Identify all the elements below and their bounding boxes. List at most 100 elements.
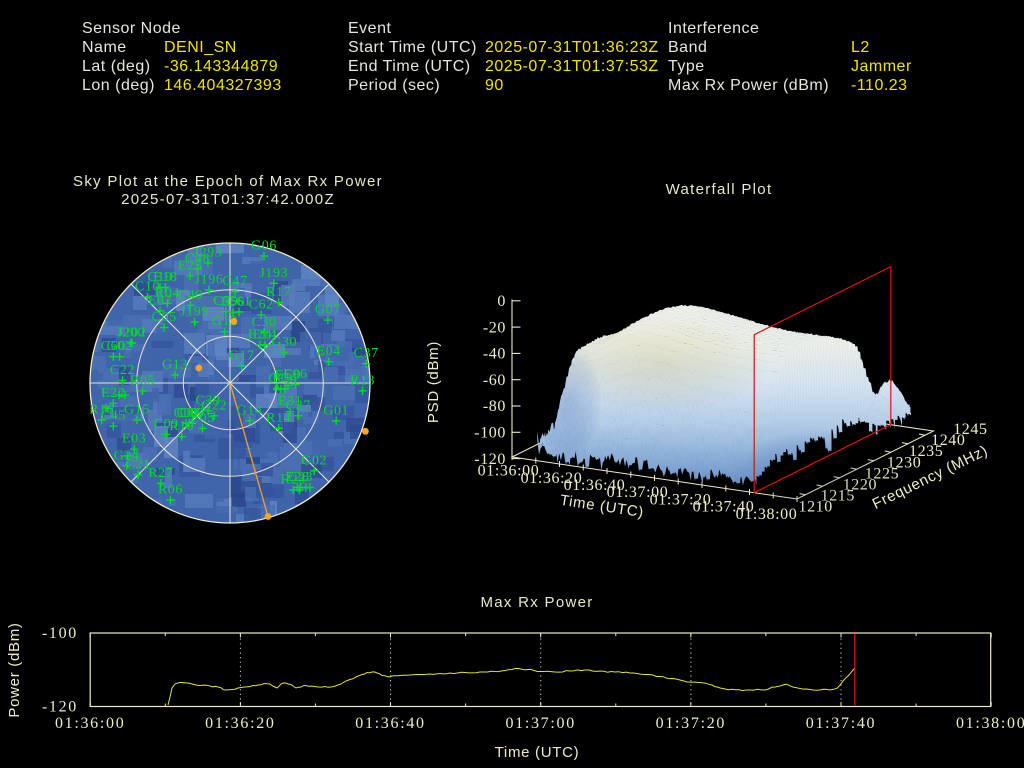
svg-text:C59: C59 [213, 294, 238, 309]
svg-text:01:37:40: 01:37:40 [806, 715, 877, 732]
svg-text:Waterfall Plot: Waterfall Plot [666, 181, 773, 198]
svg-text:G13: G13 [162, 358, 188, 373]
svg-text:C22: C22 [110, 363, 135, 378]
svg-text:01:38:00: 01:38:00 [956, 715, 1024, 732]
svg-text:01:36:20: 01:36:20 [521, 470, 583, 487]
svg-text:C45: C45 [101, 409, 126, 424]
svg-text:J193: J193 [259, 266, 288, 281]
svg-text:C10: C10 [135, 280, 160, 295]
svg-text:01:37:20: 01:37:20 [656, 715, 727, 732]
svg-text:C21: C21 [126, 458, 151, 473]
svg-text:End Time (UTC): End Time (UTC) [348, 58, 471, 75]
svg-text:Name: Name [82, 39, 127, 56]
svg-text:Max Rx Power: Max Rx Power [480, 594, 593, 611]
svg-text:J202: J202 [118, 326, 147, 341]
svg-text:01:36:00: 01:36:00 [55, 715, 126, 732]
svg-text:E56: E56 [221, 295, 245, 310]
svg-text:EC9: EC9 [275, 368, 302, 383]
svg-text:1240: 1240 [931, 432, 965, 449]
svg-text:01:36:20: 01:36:20 [205, 715, 276, 732]
svg-text:2025-07-31T01:36:23Z: 2025-07-31T01:36:23Z [485, 39, 659, 56]
svg-text:Type: Type [668, 58, 705, 75]
svg-text:01:37:00: 01:37:00 [607, 484, 669, 501]
svg-text:C14: C14 [268, 372, 293, 387]
svg-text:C60: C60 [101, 339, 126, 354]
svg-text:E06: E06 [283, 367, 307, 382]
svg-text:C06: C06 [177, 406, 202, 421]
svg-text:Time (UTC): Time (UTC) [495, 744, 580, 761]
svg-text:PSD (dBm): PSD (dBm) [425, 341, 442, 423]
svg-text:G02: G02 [301, 453, 327, 468]
svg-text:Lon (deg): Lon (deg) [82, 77, 155, 94]
svg-text:-36.143344879: -36.143344879 [164, 58, 278, 75]
svg-text:E22: E22 [101, 386, 125, 401]
svg-text:R27: R27 [148, 466, 173, 481]
svg-text:C30: C30 [252, 315, 277, 330]
svg-text:G14: G14 [237, 403, 263, 418]
svg-text:C48: C48 [185, 252, 210, 267]
svg-text:01:37:00: 01:37:00 [505, 715, 576, 732]
svg-text:E24: E24 [253, 328, 277, 343]
svg-text:J199: J199 [180, 305, 209, 320]
svg-text:Start Time (UTC): Start Time (UTC) [348, 39, 477, 56]
svg-text:C37: C37 [354, 346, 379, 361]
svg-text:01:37:20: 01:37:20 [650, 491, 712, 508]
svg-text:-60: -60 [483, 372, 506, 389]
svg-text:Jammer: Jammer [851, 58, 912, 75]
svg-text:2025-07-31T01:37:53Z: 2025-07-31T01:37:53Z [485, 58, 659, 75]
svg-text:1245: 1245 [953, 421, 987, 438]
svg-text:2025-07-31T01:37:42.000Z: 2025-07-31T01:37:42.000Z [121, 191, 335, 208]
svg-text:G01: G01 [323, 403, 349, 418]
svg-text:J200: J200 [116, 326, 145, 341]
svg-text:G06: G06 [251, 239, 277, 254]
svg-text:01:37:40: 01:37:40 [693, 499, 755, 516]
svg-text:R04: R04 [155, 286, 180, 301]
svg-text:E05: E05 [190, 411, 214, 426]
svg-text:Period (sec): Period (sec) [348, 77, 440, 94]
svg-text:J196: J196 [195, 273, 224, 288]
svg-text:C19: C19 [147, 270, 172, 285]
svg-text:146.404327393: 146.404327393 [164, 77, 282, 94]
svg-text:L2: L2 [851, 39, 870, 56]
svg-text:C47: C47 [222, 274, 247, 289]
svg-text:C27: C27 [286, 398, 311, 413]
svg-text:-110.23: -110.23 [851, 77, 908, 94]
svg-text:E03: E03 [122, 432, 146, 447]
svg-text:-100: -100 [42, 625, 78, 642]
svg-text:E18: E18 [153, 270, 177, 285]
svg-text:01:38:00: 01:38:00 [736, 506, 798, 523]
svg-text:C00: C00 [174, 406, 199, 421]
svg-text:R05: R05 [130, 373, 155, 388]
svg-text:Power (dBm): Power (dBm) [6, 622, 23, 717]
svg-text:C09: C09 [154, 417, 179, 432]
svg-text:01:36:40: 01:36:40 [355, 715, 426, 732]
svg-text:G17: G17 [229, 348, 255, 363]
svg-text:1235: 1235 [909, 443, 943, 460]
svg-text:-80: -80 [483, 398, 506, 415]
svg-text:01:36:40: 01:36:40 [564, 477, 626, 494]
svg-text:R23: R23 [281, 473, 306, 488]
svg-text:C09: C09 [180, 406, 205, 421]
svg-text:-20: -20 [483, 319, 506, 336]
svg-text:C05: C05 [152, 310, 177, 325]
svg-text:C61: C61 [226, 295, 251, 310]
svg-text:R14: R14 [266, 411, 291, 426]
svg-text:C40: C40 [178, 288, 203, 303]
svg-text:R13: R13 [350, 373, 375, 388]
svg-text:R16: R16 [89, 403, 114, 418]
svg-text:G15: G15 [124, 403, 150, 418]
svg-text:R17: R17 [266, 285, 291, 300]
svg-text:G30: G30 [271, 335, 297, 350]
svg-text:J293: J293 [194, 246, 223, 261]
svg-text:R24: R24 [272, 371, 297, 386]
svg-text:E28: E28 [285, 470, 309, 485]
svg-text:R10: R10 [169, 419, 194, 434]
svg-text:-100: -100 [474, 425, 506, 442]
svg-text:-40: -40 [483, 346, 506, 363]
svg-text:E04: E04 [317, 344, 341, 359]
svg-text:G22: G22 [201, 398, 227, 413]
svg-text:01:36:00: 01:36:00 [478, 463, 540, 480]
svg-text:C39: C39 [195, 393, 220, 408]
svg-text:R06: R06 [158, 483, 183, 498]
svg-text:Band: Band [668, 39, 707, 56]
